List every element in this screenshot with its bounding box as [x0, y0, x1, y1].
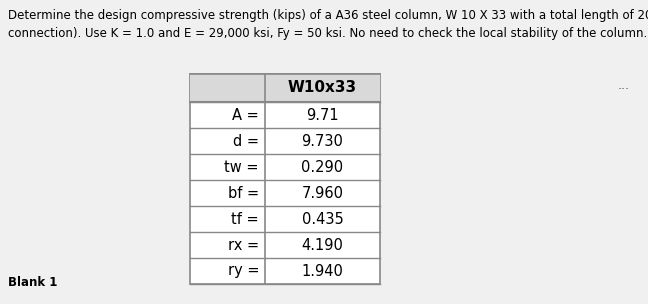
Text: A =: A =: [232, 108, 259, 123]
Text: W10x33: W10x33: [288, 81, 357, 95]
Text: tw =: tw =: [224, 160, 259, 174]
Text: 0.435: 0.435: [301, 212, 343, 226]
Text: 7.960: 7.960: [301, 185, 343, 201]
Text: 4.190: 4.190: [301, 237, 343, 253]
Text: rx =: rx =: [228, 237, 259, 253]
Text: tf =: tf =: [231, 212, 259, 226]
Text: 0.290: 0.290: [301, 160, 343, 174]
Text: Blank 1: Blank 1: [8, 276, 58, 289]
Bar: [190, 74, 380, 102]
Text: ry =: ry =: [227, 264, 259, 278]
Bar: [190, 74, 380, 284]
Text: bf =: bf =: [228, 185, 259, 201]
Text: 1.940: 1.940: [301, 264, 343, 278]
Text: d =: d =: [233, 133, 259, 148]
Text: ...: ...: [618, 79, 630, 92]
Text: 9.71: 9.71: [307, 108, 339, 123]
Text: Determine the design compressive strength (kips) of a A36 steel column, W 10 X 3: Determine the design compressive strengt…: [8, 9, 648, 40]
Text: 9.730: 9.730: [301, 133, 343, 148]
